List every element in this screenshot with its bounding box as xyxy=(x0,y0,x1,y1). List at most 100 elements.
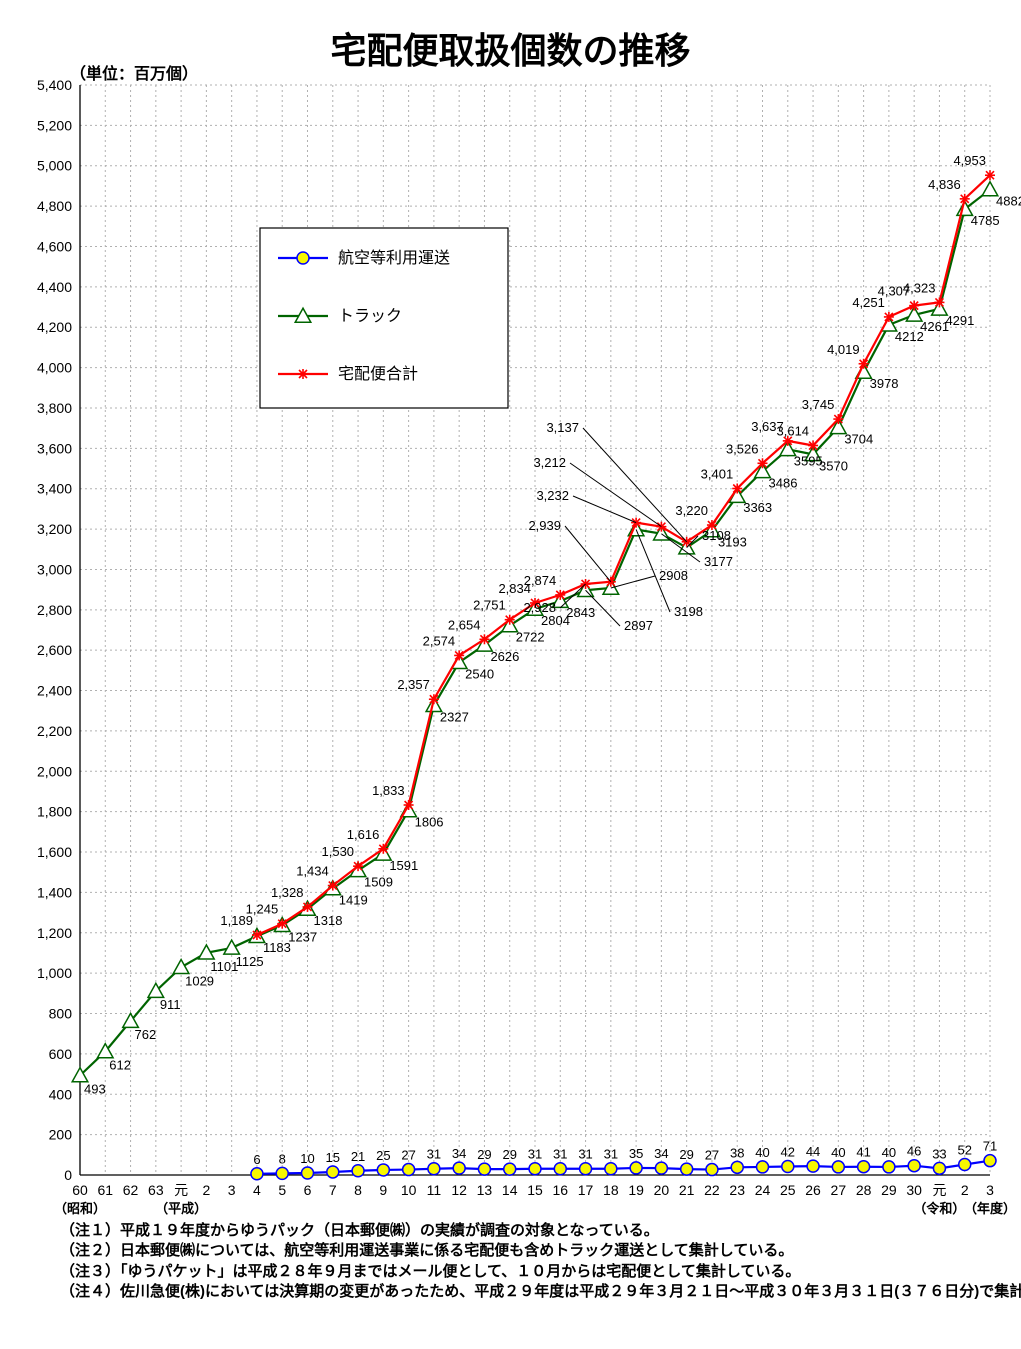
svg-text:11: 11 xyxy=(427,1182,442,1198)
svg-text:0: 0 xyxy=(64,1167,72,1183)
svg-text:1,245: 1,245 xyxy=(246,902,279,917)
svg-text:6: 6 xyxy=(253,1152,260,1167)
svg-text:35: 35 xyxy=(629,1146,643,1161)
svg-text:29: 29 xyxy=(502,1147,516,1162)
svg-text:3,232: 3,232 xyxy=(536,488,569,503)
svg-text:7: 7 xyxy=(329,1182,337,1198)
svg-text:19: 19 xyxy=(628,1182,644,1198)
svg-text:21: 21 xyxy=(679,1182,695,1198)
svg-text:（平成）: （平成） xyxy=(155,1201,207,1216)
svg-text:10: 10 xyxy=(401,1182,417,1198)
svg-text:34: 34 xyxy=(654,1146,668,1161)
svg-text:3,200: 3,200 xyxy=(37,521,72,537)
svg-text:2,400: 2,400 xyxy=(37,683,72,699)
svg-text:4,836: 4,836 xyxy=(928,177,961,192)
svg-text:2,574: 2,574 xyxy=(423,633,456,648)
svg-text:3,600: 3,600 xyxy=(37,440,72,456)
svg-text:24: 24 xyxy=(755,1182,771,1198)
svg-text:3177: 3177 xyxy=(704,554,733,569)
svg-text:2: 2 xyxy=(961,1182,969,1198)
svg-text:9: 9 xyxy=(379,1182,387,1198)
footnote-line: （注１）平成１９年度からゆうパック（日本郵便㈱）の実績が調査の対象となっている。 xyxy=(60,1221,1021,1241)
svg-text:2,928: 2,928 xyxy=(523,600,556,615)
svg-text:2540: 2540 xyxy=(465,666,494,681)
svg-text:5,400: 5,400 xyxy=(37,77,72,93)
svg-text:25: 25 xyxy=(780,1182,796,1198)
svg-text:3,000: 3,000 xyxy=(37,561,72,577)
svg-text:800: 800 xyxy=(49,1006,73,1022)
svg-text:71: 71 xyxy=(983,1139,997,1154)
svg-text:2,000: 2,000 xyxy=(37,763,72,779)
svg-text:26: 26 xyxy=(805,1182,821,1198)
svg-text:1,833: 1,833 xyxy=(372,783,405,798)
svg-text:3,401: 3,401 xyxy=(701,467,734,482)
svg-text:4,000: 4,000 xyxy=(37,360,72,376)
svg-text:2,800: 2,800 xyxy=(37,602,72,618)
svg-text:3,137: 3,137 xyxy=(546,420,579,435)
svg-text:612: 612 xyxy=(109,1057,131,1072)
svg-text:3978: 3978 xyxy=(870,376,899,391)
svg-text:3570: 3570 xyxy=(819,458,848,473)
svg-text:3,800: 3,800 xyxy=(37,400,72,416)
svg-text:4,800: 4,800 xyxy=(37,198,72,214)
svg-text:1183: 1183 xyxy=(263,940,291,955)
footnote-line: （注２）日本郵便㈱については、航空等利用運送事業に係る宅配便も含めトラック運送と… xyxy=(60,1241,1021,1261)
svg-text:44: 44 xyxy=(806,1144,820,1159)
svg-text:29: 29 xyxy=(679,1147,693,1162)
svg-text:18: 18 xyxy=(603,1182,619,1198)
svg-text:27: 27 xyxy=(401,1148,415,1163)
svg-text:46: 46 xyxy=(907,1144,921,1159)
svg-text:40: 40 xyxy=(882,1145,896,1160)
svg-text:（昭和）: （昭和） xyxy=(54,1201,106,1216)
svg-text:トラック: トラック xyxy=(338,307,402,325)
svg-text:40: 40 xyxy=(755,1145,769,1160)
svg-text:14: 14 xyxy=(502,1182,518,1198)
svg-text:1,000: 1,000 xyxy=(37,965,72,981)
svg-text:3704: 3704 xyxy=(844,431,873,446)
svg-text:60: 60 xyxy=(72,1182,88,1198)
svg-text:2908: 2908 xyxy=(659,568,688,583)
svg-text:1,530: 1,530 xyxy=(322,844,355,859)
svg-text:34: 34 xyxy=(452,1146,466,1161)
svg-text:1,800: 1,800 xyxy=(37,804,72,820)
svg-text:31: 31 xyxy=(528,1147,542,1162)
svg-text:3108: 3108 xyxy=(702,528,731,543)
svg-text:5,200: 5,200 xyxy=(37,117,72,133)
svg-text:1029: 1029 xyxy=(185,973,214,988)
svg-text:3,220: 3,220 xyxy=(675,503,708,518)
svg-text:42: 42 xyxy=(781,1145,795,1160)
svg-text:5: 5 xyxy=(278,1182,286,1198)
svg-text:29: 29 xyxy=(881,1182,897,1198)
svg-text:29: 29 xyxy=(477,1147,491,1162)
svg-text:3,745: 3,745 xyxy=(802,397,835,412)
svg-text:4,019: 4,019 xyxy=(827,342,860,357)
svg-text:27: 27 xyxy=(705,1148,719,1163)
svg-text:3363: 3363 xyxy=(743,500,772,515)
svg-text:元: 元 xyxy=(932,1182,946,1198)
svg-text:63: 63 xyxy=(148,1182,164,1198)
svg-text:1,400: 1,400 xyxy=(37,884,72,900)
svg-text:（年度）: （年度） xyxy=(964,1201,1016,1216)
svg-text:3,614: 3,614 xyxy=(777,424,810,439)
svg-text:6: 6 xyxy=(304,1182,312,1198)
svg-text:31: 31 xyxy=(604,1147,618,1162)
svg-text:12: 12 xyxy=(451,1182,467,1198)
svg-text:1237: 1237 xyxy=(288,929,317,944)
svg-text:911: 911 xyxy=(160,997,181,1012)
svg-text:3,400: 3,400 xyxy=(37,481,72,497)
svg-text:200: 200 xyxy=(49,1127,73,1143)
svg-text:27: 27 xyxy=(831,1182,847,1198)
svg-text:2,654: 2,654 xyxy=(448,617,481,632)
svg-text:4,400: 4,400 xyxy=(37,279,72,295)
svg-text:23: 23 xyxy=(729,1182,745,1198)
svg-text:2626: 2626 xyxy=(490,649,519,664)
svg-text:1101: 1101 xyxy=(210,959,238,974)
svg-text:10: 10 xyxy=(300,1151,314,1166)
svg-text:4: 4 xyxy=(253,1182,261,1198)
svg-text:2: 2 xyxy=(202,1182,210,1198)
svg-text:航空等利用運送: 航空等利用運送 xyxy=(338,249,450,267)
svg-text:4882: 4882 xyxy=(996,194,1021,209)
svg-text:4785: 4785 xyxy=(971,213,1000,228)
svg-text:61: 61 xyxy=(97,1182,113,1198)
svg-text:2327: 2327 xyxy=(440,709,469,724)
